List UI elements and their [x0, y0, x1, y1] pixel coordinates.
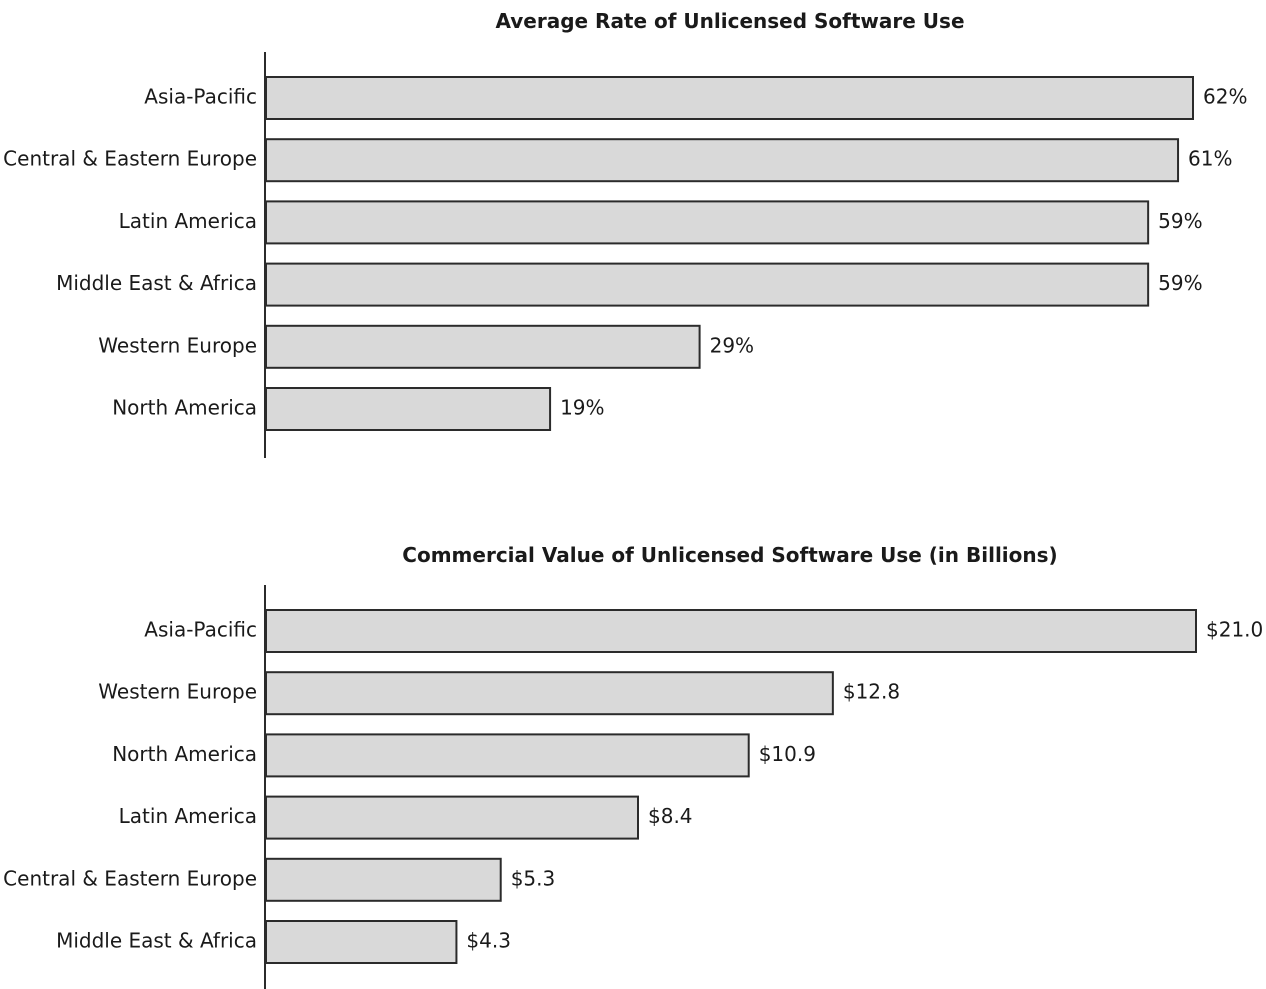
rate-category-label: Asia-Pacific — [144, 85, 257, 109]
rate-value-label: 61% — [1188, 147, 1232, 171]
value-chart: Commercial Value of Unlicensed Software … — [3, 543, 1263, 989]
value-value-label: $10.9 — [759, 742, 816, 766]
rate-bar — [265, 387, 552, 431]
value-category-label: North America — [112, 742, 257, 766]
rate-bar — [265, 76, 1194, 120]
rate-category-label: Middle East & Africa — [56, 271, 257, 295]
value-value-label: $8.4 — [648, 804, 693, 828]
rate-category-label: Latin America — [119, 209, 257, 233]
rate-value-label: 59% — [1158, 271, 1202, 295]
value-value-label: $12.8 — [843, 680, 900, 704]
rate-chart: Average Rate of Unlicensed Software Use … — [3, 9, 1247, 458]
rate-chart-title: Average Rate of Unlicensed Software Use — [495, 9, 964, 33]
value-category-label: Asia-Pacific — [144, 618, 257, 642]
rate-value-label: 59% — [1158, 209, 1202, 233]
rate-category-label: Central & Eastern Europe — [3, 147, 257, 171]
rate-value-label: 62% — [1203, 85, 1247, 109]
rate-bar — [265, 324, 701, 369]
value-category-label: Latin America — [119, 804, 257, 828]
value-value-label: $21.0 — [1206, 618, 1263, 642]
rate-category-label: North America — [112, 396, 257, 420]
rate-value-label: 29% — [710, 333, 754, 357]
value-bar — [265, 671, 834, 716]
value-bar — [265, 609, 1197, 653]
value-category-label: Central & Eastern Europe — [3, 866, 257, 890]
value-value-label: $4.3 — [466, 929, 511, 953]
rate-bar — [265, 138, 1180, 183]
value-category-label: Western Europe — [98, 680, 257, 704]
value-chart-title: Commercial Value of Unlicensed Software … — [402, 543, 1057, 567]
rate-bar — [265, 262, 1150, 307]
rate-bar — [265, 200, 1150, 245]
rate-category-label: Western Europe — [98, 333, 257, 357]
value-bar — [265, 733, 750, 778]
value-value-label: $5.3 — [511, 866, 556, 890]
value-chart-bars: Asia-Pacific $21.0 Western Europe $12.8 Nort… — [3, 609, 1263, 964]
rate-chart-bars: Asia-Pacific 62% Central & Eastern Europe 6… — [3, 76, 1247, 431]
value-bar — [265, 857, 502, 902]
value-bar — [265, 795, 639, 840]
value-category-label: Middle East & Africa — [56, 929, 257, 953]
rate-value-label: 19% — [560, 396, 604, 420]
value-bar — [265, 920, 458, 964]
